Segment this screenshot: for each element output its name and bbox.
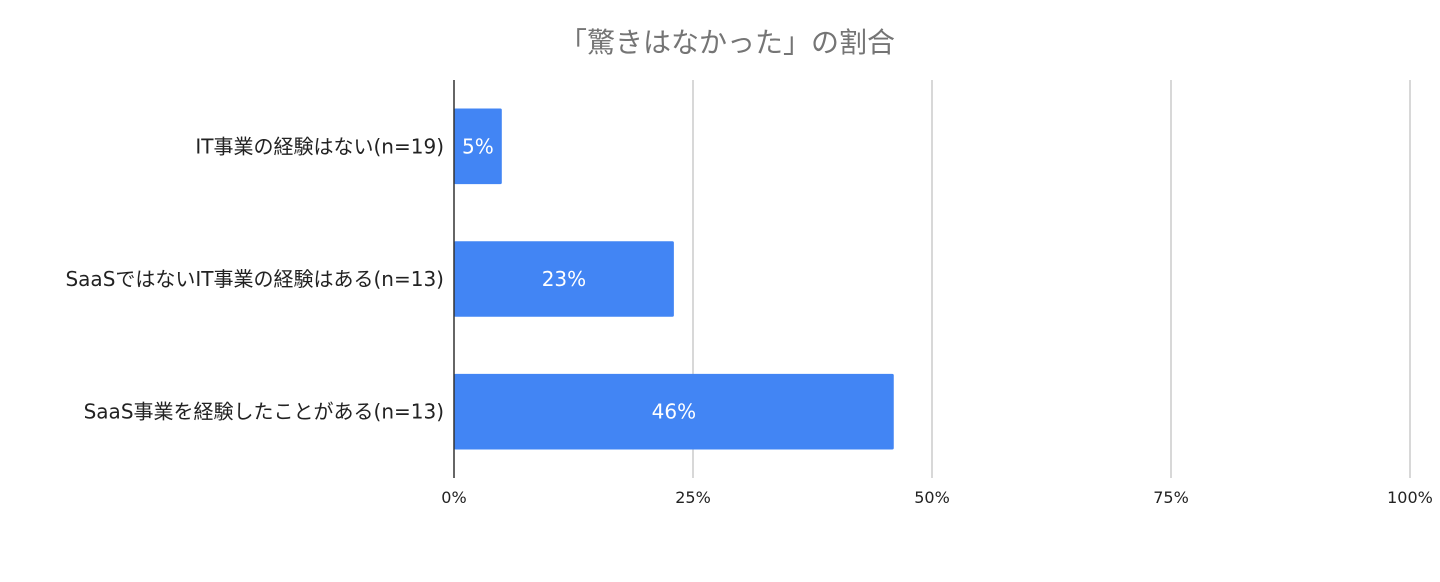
- x-tick-label: 25%: [675, 488, 711, 507]
- x-tick-label: 75%: [1153, 488, 1189, 507]
- bar: [454, 373, 894, 450]
- x-tick-label: 100%: [1387, 488, 1433, 507]
- bar-data-label: 5%: [462, 134, 494, 158]
- bar-data-label: 46%: [652, 400, 696, 424]
- bar: [454, 108, 502, 185]
- category-labels: IT事業の経験はない(n=19) SaaSではないIT事業の経験はある(n=13)…: [65, 134, 444, 423]
- bar-data-label: 23%: [542, 267, 586, 291]
- bar: [454, 241, 674, 317]
- x-tick-label: 0%: [441, 488, 466, 507]
- x-tick-label: 50%: [914, 488, 950, 507]
- x-tick-labels: 0% 25% 50% 75% 100%: [441, 488, 1433, 507]
- chart-title: 「驚きはなかった」の割合: [559, 26, 895, 59]
- bars: 5% 23% 46%: [454, 108, 894, 450]
- category-label: SaaSではないIT事業の経験はある(n=13): [65, 267, 444, 291]
- category-label: IT事業の経験はない(n=19): [195, 134, 444, 158]
- category-label: SaaS事業を経験したことがある(n=13): [84, 400, 444, 424]
